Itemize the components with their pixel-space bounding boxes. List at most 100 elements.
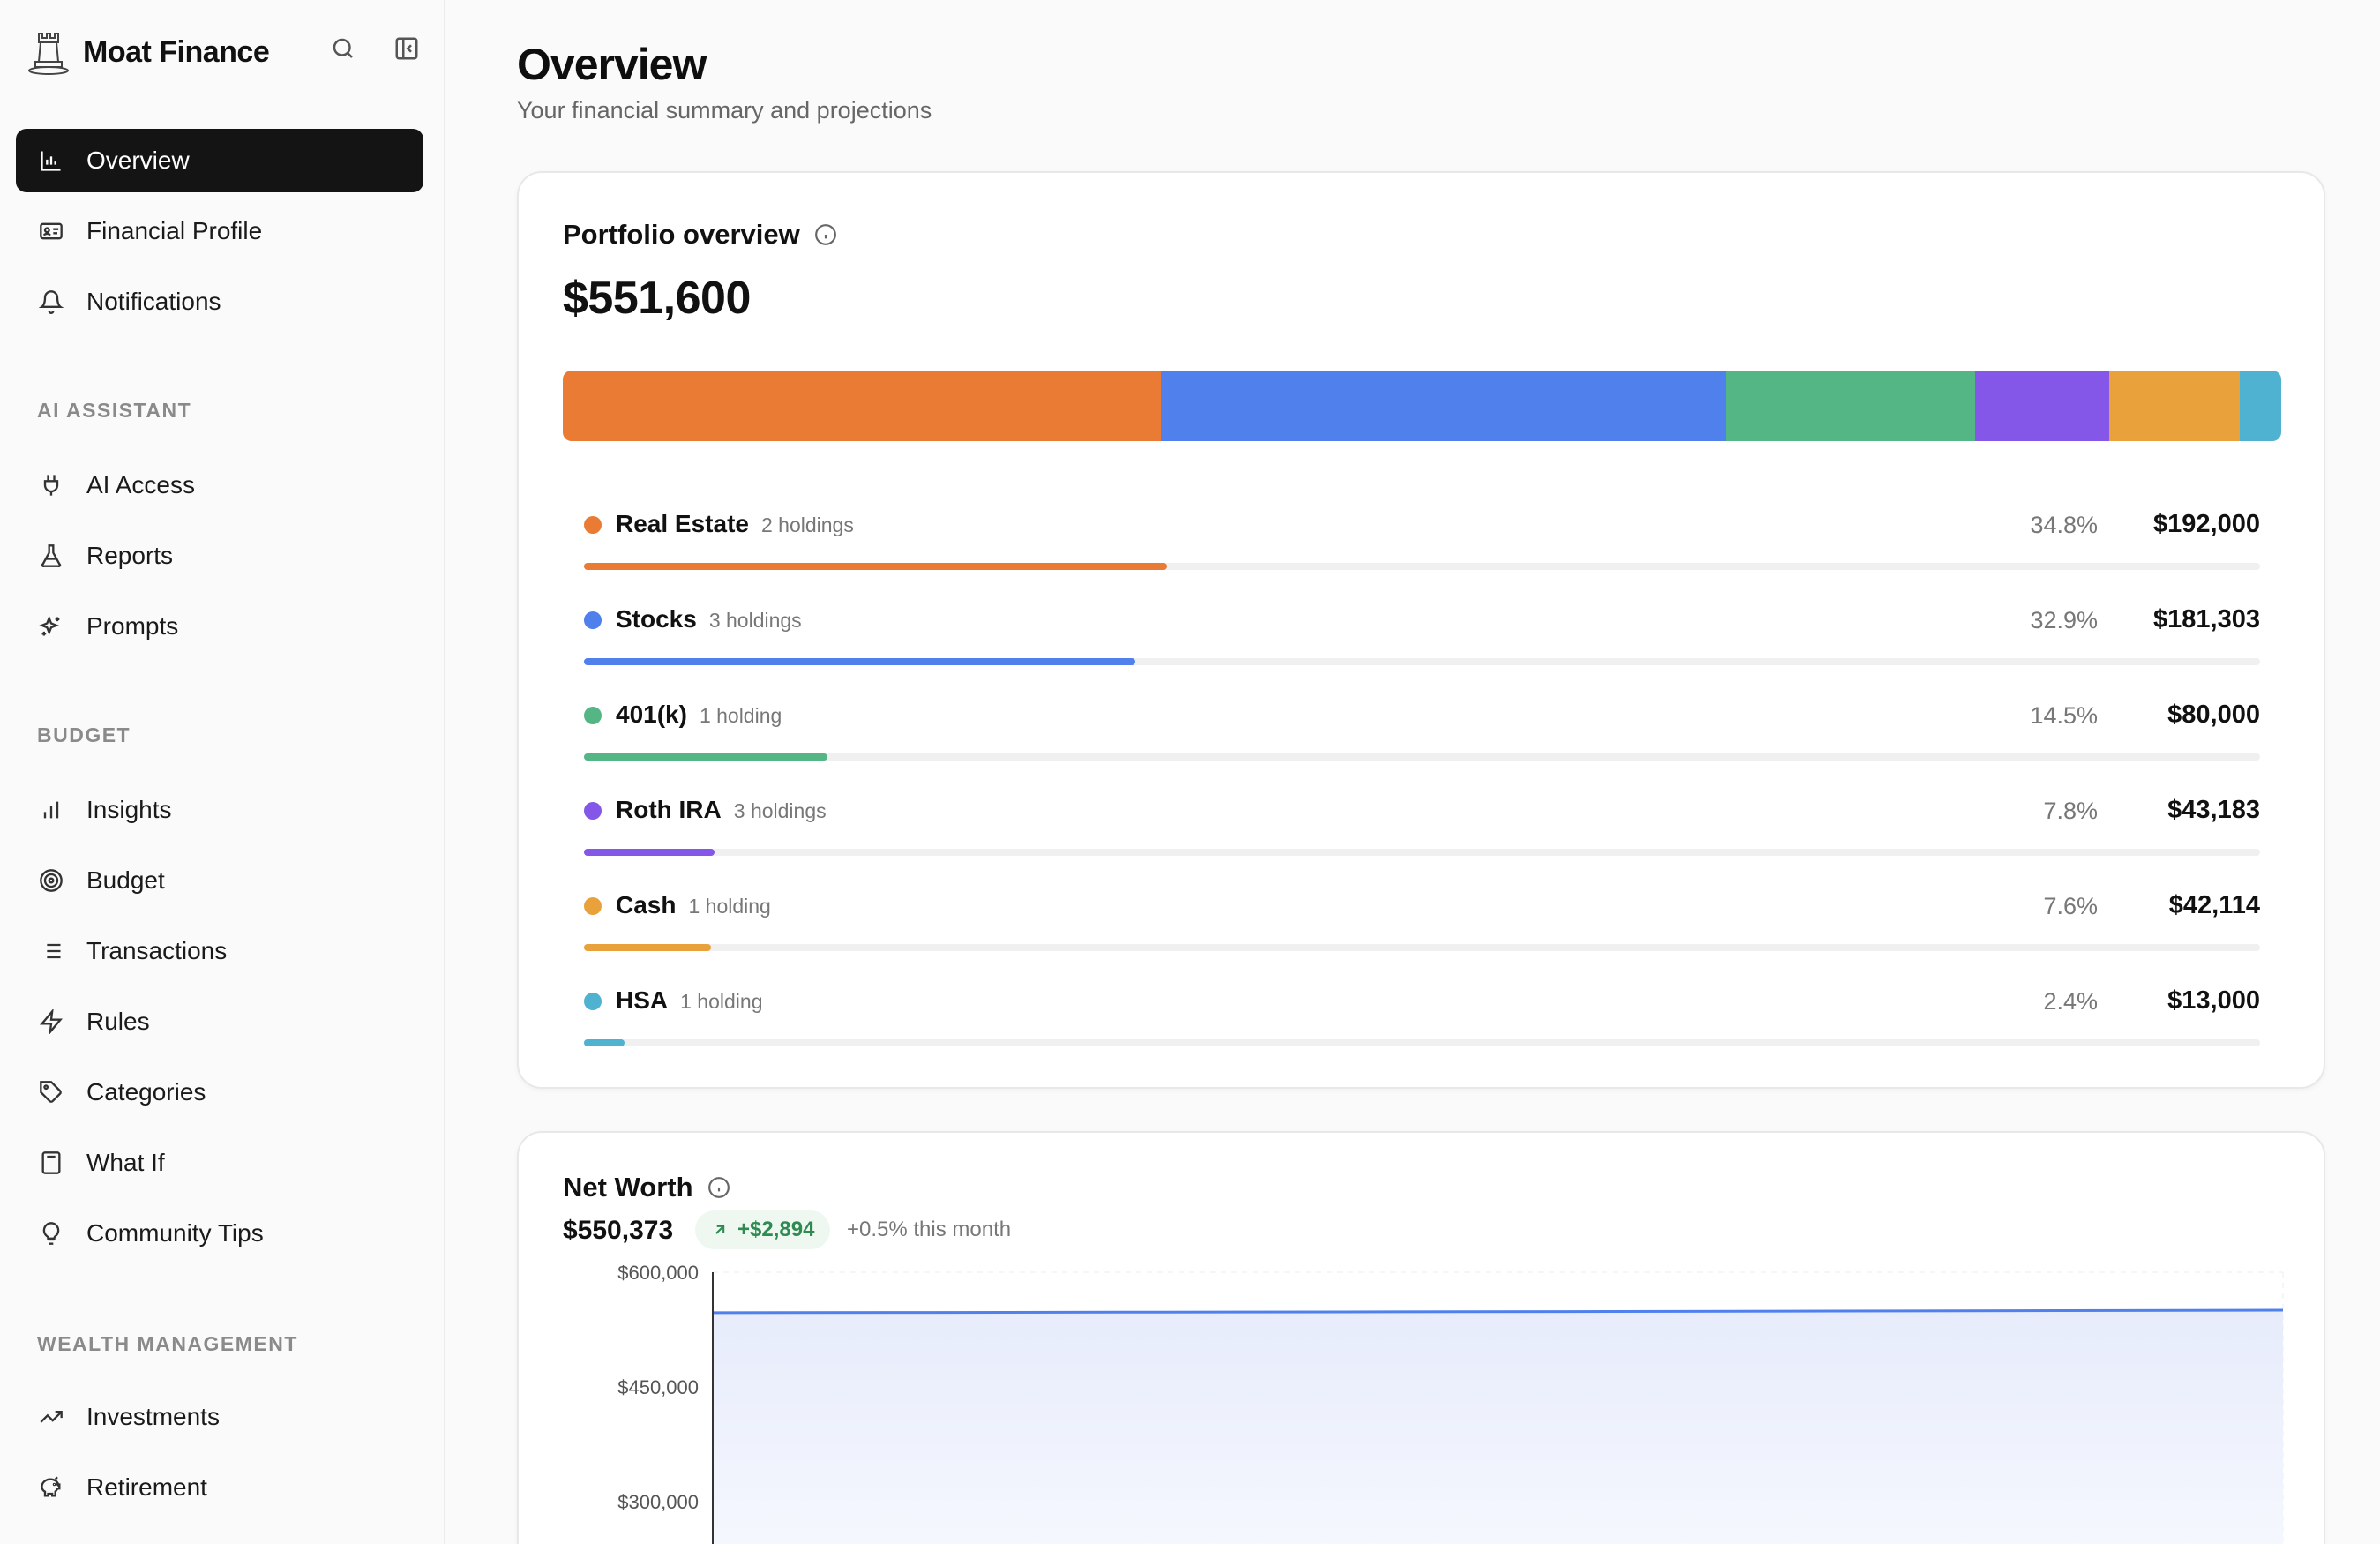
holdings-count: 3 holdings (733, 799, 827, 822)
allocation-row[interactable]: Cash 1 holding 7.6% $42,114 (584, 882, 2260, 962)
allocation-segment[interactable] (563, 371, 1161, 441)
progress-fill (584, 849, 715, 856)
allocation-row[interactable]: 401(k) 1 holding 14.5% $80,000 (584, 692, 2260, 771)
net-worth-area (713, 1310, 2283, 1544)
sidebar-item-retirement[interactable]: Retirement (16, 1456, 423, 1519)
category-percent: 7.8% (2043, 798, 2098, 824)
category-label: Cash 1 holding (616, 891, 771, 919)
category-percent: 7.6% (2043, 893, 2098, 919)
target-icon (37, 866, 65, 895)
allocation-segment[interactable] (2240, 371, 2281, 441)
sidebar-item-prompts[interactable]: Prompts (16, 595, 423, 658)
category-color-dot (584, 897, 602, 915)
net-worth-change: +$2,894 (737, 1218, 815, 1241)
progress-fill (584, 944, 712, 951)
progress-track (584, 1039, 2260, 1046)
main-content: Overview Your financial summary and proj… (446, 0, 2380, 1544)
search-icon[interactable] (328, 34, 358, 64)
category-percent: 2.4% (2043, 988, 2098, 1015)
allocation-segment[interactable] (1725, 371, 1976, 441)
net-worth-change-note: +0.5% this month (847, 1218, 1012, 1241)
category-color-dot (584, 993, 602, 1010)
progress-track (584, 563, 2260, 570)
sidebar-item-what-if[interactable]: What If (16, 1131, 423, 1195)
sidebar-item-rules[interactable]: Rules (16, 990, 423, 1053)
sidebar-item-categories[interactable]: Categories (16, 1061, 423, 1124)
category-amount: $42,114 (2168, 891, 2260, 919)
sidebar-item-transactions[interactable]: Transactions (16, 919, 423, 983)
list-icon (37, 937, 65, 965)
allocation-row[interactable]: Real Estate 2 holdings 34.8% $192,000 (584, 501, 2260, 581)
progress-track (584, 753, 2260, 761)
sidebar-item-overview[interactable]: Overview (16, 129, 423, 192)
trend-up-icon (37, 1403, 65, 1431)
section-title-budget: BUDGET (37, 723, 131, 746)
sidebar-item-financial-profile[interactable]: Financial Profile (16, 199, 423, 263)
progress-fill (584, 563, 1168, 570)
category-amount: $13,000 (2167, 986, 2260, 1015)
progress-fill (584, 1039, 625, 1046)
piggy-bank-icon (37, 1473, 65, 1502)
category-amount: $181,303 (2153, 605, 2260, 633)
category-label: Real Estate 2 holdings (616, 510, 854, 538)
sidebar-item-community-tips[interactable]: Community Tips (16, 1202, 423, 1265)
sidebar-item-label: Overview (86, 146, 190, 174)
holdings-count: 2 holdings (760, 513, 854, 536)
calculator-icon (37, 1149, 65, 1177)
category-percent: 32.9% (2030, 607, 2098, 633)
arrow-up-right-icon (715, 1225, 725, 1234)
brand-name: Moat Finance (83, 34, 270, 69)
portfolio-total: $551,600 (563, 273, 751, 324)
sidebar-item-label: Community Tips (86, 1219, 264, 1247)
category-name: Roth IRA (616, 796, 722, 823)
page-subtitle: Your financial summary and projections (517, 97, 932, 124)
net-worth-chart: $600,000 $450,000 $300,000 (617, 1265, 2284, 1544)
category-name: Stocks (616, 605, 697, 633)
sidebar-item-label: Prompts (86, 612, 179, 640)
sidebar-item-label: Insights (86, 796, 172, 823)
category-name: Real Estate (616, 510, 749, 537)
sidebar-item-investments[interactable]: Investments (16, 1385, 423, 1449)
lightning-icon (37, 1008, 65, 1036)
sidebar-item-notifications[interactable]: Notifications (16, 270, 423, 334)
sidebar-item-budget[interactable]: Budget (16, 849, 423, 912)
allocation-row[interactable]: Roth IRA 3 holdings 7.8% $43,183 (584, 787, 2260, 866)
allocation-segment[interactable] (1975, 371, 2110, 441)
sidebar-item-label: Reports (86, 542, 174, 569)
y-tick-label: $450,000 (617, 1376, 699, 1398)
y-tick-label: $600,000 (617, 1265, 699, 1284)
category-color-dot (584, 516, 602, 534)
net-worth-card: Net Worth $550,373 +$2,894 +0.5% this mo… (517, 1131, 2325, 1544)
sidebar-item-label: AI Access (86, 471, 195, 498)
flask-icon (37, 542, 65, 570)
sidebar-item-reports[interactable]: Reports (16, 524, 423, 588)
allocation-segment[interactable] (2109, 371, 2241, 441)
brand[interactable]: Moat Finance (23, 25, 270, 79)
allocation-row[interactable]: Stocks 3 holdings 32.9% $181,303 (584, 596, 2260, 676)
category-name: HSA (616, 986, 669, 1014)
holdings-count: 1 holding (699, 704, 782, 727)
portfolio-title-text: Portfolio overview (563, 219, 800, 250)
bar-chart-icon (37, 146, 65, 175)
category-color-dot (584, 802, 602, 820)
allocation-segment[interactable] (1160, 371, 1726, 441)
info-icon[interactable] (814, 223, 837, 246)
bell-icon (37, 288, 65, 316)
page-title: Overview (517, 40, 707, 89)
sidebar-item-label: Rules (86, 1008, 150, 1035)
sidebar-item-label: Categories (86, 1078, 206, 1106)
collapse-sidebar-icon[interactable] (392, 34, 422, 64)
castle-logo-icon (28, 33, 69, 75)
allocation-row[interactable]: HSA 1 holding 2.4% $13,000 (584, 978, 2260, 1057)
net-worth-title: Net Worth (563, 1172, 730, 1203)
sidebar-item-label: Investments (86, 1403, 220, 1430)
sidebar-item-insights[interactable]: Insights (16, 778, 423, 842)
info-icon[interactable] (707, 1176, 730, 1199)
category-percent: 34.8% (2030, 512, 2098, 538)
section-title-ai-assistant: AI ASSISTANT (37, 399, 192, 422)
sidebar-item-ai-access[interactable]: AI Access (16, 453, 423, 517)
net-worth-line[interactable] (712, 1308, 2284, 1315)
category-label: HSA 1 holding (616, 986, 762, 1015)
category-color-dot (584, 611, 602, 629)
lightbulb-icon (37, 1219, 65, 1248)
